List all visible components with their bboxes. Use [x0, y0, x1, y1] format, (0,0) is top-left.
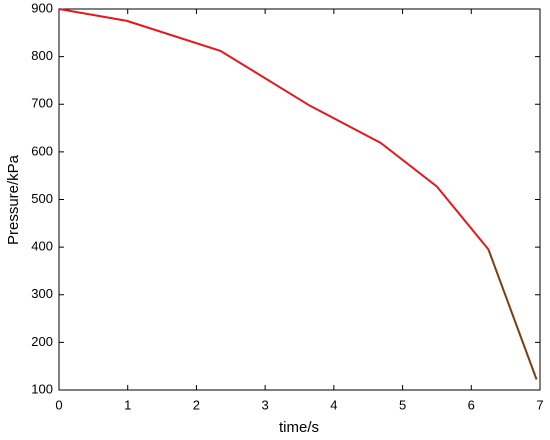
- x-tick-label: 2: [193, 397, 200, 412]
- y-tick-label: 900: [31, 0, 53, 15]
- y-tick-label: 400: [31, 239, 53, 254]
- x-tick-label: 0: [55, 397, 62, 412]
- y-tick-label: 700: [31, 96, 53, 111]
- x-tick-label: 6: [468, 397, 475, 412]
- x-axis-title: time/s: [279, 419, 319, 436]
- line: [487, 249, 538, 380]
- plot-frame: [58, 8, 541, 391]
- y-tick-label: 200: [31, 334, 53, 349]
- x-tick-label: 5: [399, 397, 406, 412]
- x-tick-label: 3: [262, 397, 269, 412]
- y-tick-label: 800: [31, 48, 53, 63]
- y-tick-label: 600: [31, 143, 53, 158]
- x-tick-label: 7: [536, 397, 543, 412]
- y-axis-title: Pressure/kPa: [5, 154, 22, 245]
- y-tick-label: 300: [31, 286, 53, 301]
- y-tick-label: 100: [31, 381, 53, 396]
- x-tick-label: 1: [124, 397, 131, 412]
- x-tick-label: 4: [330, 397, 337, 412]
- line: [58, 8, 490, 251]
- y-tick-label: 500: [31, 191, 53, 206]
